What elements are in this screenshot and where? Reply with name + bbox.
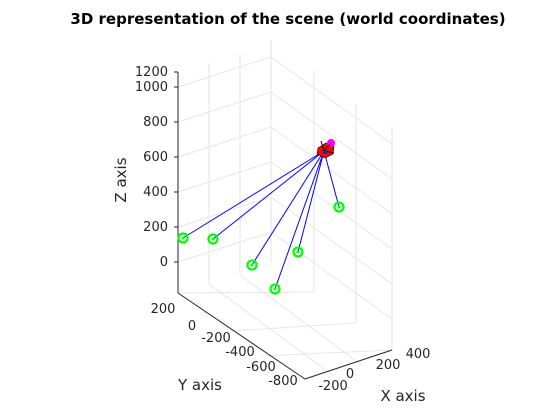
y-tick-label: -400 xyxy=(225,345,255,360)
grid xyxy=(177,40,393,377)
x-tick-label: 200 xyxy=(376,358,401,373)
x-tick-label: 0 xyxy=(346,367,354,382)
z-tick-label: 400 xyxy=(143,185,168,200)
grid-line xyxy=(177,56,393,145)
z-tick-label: 0 xyxy=(160,255,168,270)
grid-line xyxy=(177,231,393,320)
chart-title: 3D representation of the scene (world co… xyxy=(70,10,505,28)
grid-line xyxy=(229,322,357,332)
z-tick-label: 800 xyxy=(143,115,168,130)
grid-line xyxy=(177,291,315,294)
z-axis-label: Z axis xyxy=(112,157,130,202)
grid-line xyxy=(239,274,364,367)
ray-5 xyxy=(297,150,325,253)
grid-line xyxy=(177,196,393,285)
z-tick-label: 1200 xyxy=(135,65,168,80)
y-axis-line xyxy=(177,292,306,380)
x-tick-label: 400 xyxy=(406,347,431,362)
y-tick-label: -600 xyxy=(246,360,276,375)
x-tick-label: -200 xyxy=(318,379,348,394)
grid-line xyxy=(177,91,393,180)
x-axis-label: X axis xyxy=(380,387,425,405)
grid-line xyxy=(208,283,335,377)
point-3 xyxy=(246,259,258,271)
point-1 xyxy=(177,232,189,244)
y-tick-label: -800 xyxy=(268,374,298,389)
point-6 xyxy=(333,201,345,213)
z-tick-label: 600 xyxy=(143,150,168,165)
y-tick-label: -200 xyxy=(201,331,231,346)
z-tick-label: 200 xyxy=(143,220,168,235)
ray-3 xyxy=(251,150,325,266)
ray-6 xyxy=(323,150,340,208)
grid-line xyxy=(177,126,393,215)
x-axis-line xyxy=(304,349,393,380)
y-tick-label: 200 xyxy=(151,302,176,317)
grid-line xyxy=(261,349,393,357)
z-tick-label: 1000 xyxy=(135,80,168,95)
y-axis-label: Y axis xyxy=(177,376,222,394)
axes xyxy=(177,72,393,380)
point-2 xyxy=(207,233,219,245)
ray-2 xyxy=(212,150,325,240)
camera-marker xyxy=(316,139,335,159)
point-4 xyxy=(269,283,281,295)
point-5 xyxy=(292,246,304,258)
y-tick-label: 0 xyxy=(188,319,196,334)
grid-line xyxy=(177,161,393,250)
ray-4 xyxy=(274,150,325,290)
ray-1 xyxy=(182,150,325,239)
